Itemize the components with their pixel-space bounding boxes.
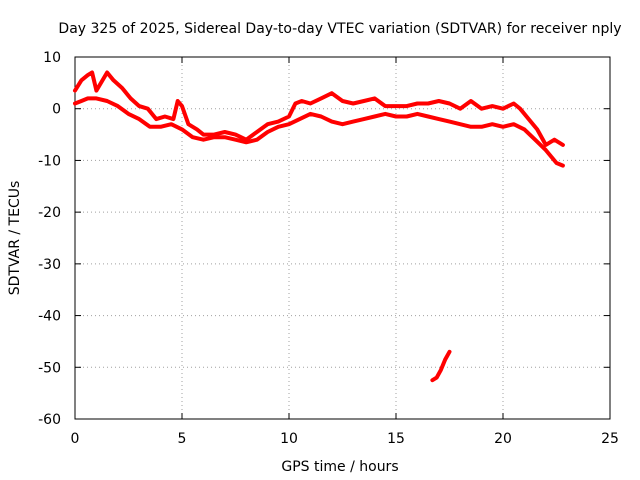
x-tick-label: 25 — [601, 431, 619, 447]
y-tick-label: -40 — [38, 309, 61, 325]
x-tick-label: 15 — [387, 431, 405, 447]
series-main-trace-lower — [73, 96, 565, 168]
y-tick-label: -10 — [38, 153, 61, 169]
series-outlier-segment — [430, 349, 452, 383]
x-tick-label: 10 — [280, 431, 298, 447]
chart-title: Day 325 of 2025, Sidereal Day-to-day VTE… — [58, 21, 621, 37]
series-group — [73, 70, 565, 383]
y-tick-label: -30 — [38, 257, 61, 273]
x-tick-label: 5 — [178, 431, 187, 447]
x-tick-label: 20 — [494, 431, 512, 447]
y-tick-label: -50 — [38, 360, 61, 376]
x-axis-label: GPS time / hours — [281, 459, 398, 475]
axis-ticks: 0 5 10 15 20 25 10 0 -10 -20 -30 -40 -50 -60 — [38, 50, 619, 447]
y-tick-label: 0 — [52, 102, 61, 118]
y-tick-label: -20 — [38, 205, 61, 221]
y-tick-label: -60 — [38, 412, 61, 428]
y-axis-label: SDTVAR / TECUs — [7, 181, 23, 296]
plot-frame — [74, 56, 611, 420]
x-tick-label: 0 — [71, 431, 80, 447]
series-main-trace-upper — [73, 70, 565, 147]
y-tick-label: 10 — [43, 50, 61, 66]
